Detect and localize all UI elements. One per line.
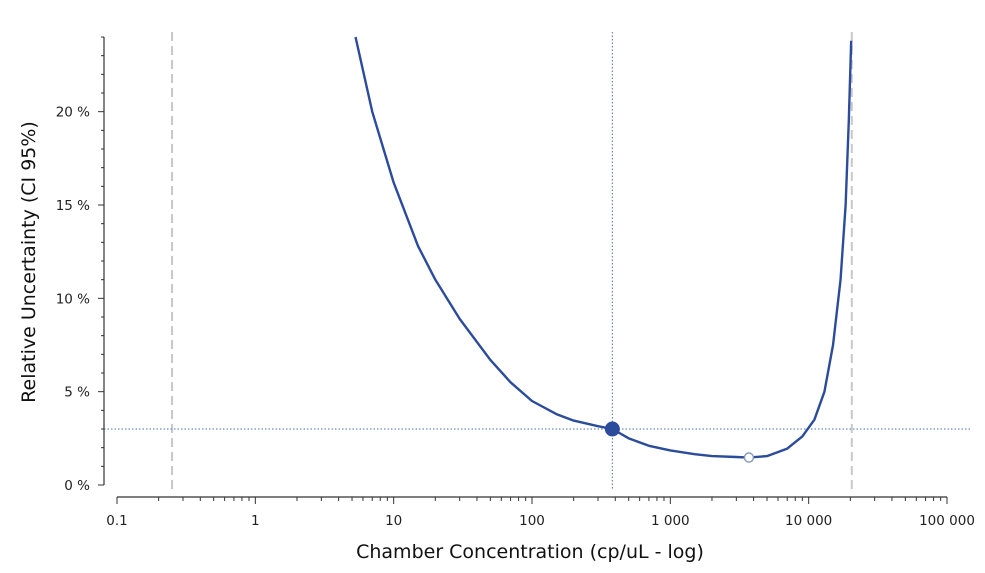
y-tick-label: 20 % — [56, 105, 90, 121]
x-tick-label: 100 — [519, 513, 545, 529]
x-tick-label: 0.1 — [106, 513, 127, 529]
y-axis-ticks: 0 % 5 % 10 % 15 % 20 % — [56, 36, 104, 494]
x-tick-label: 1 — [251, 513, 260, 529]
y-tick-label: 15 % — [56, 198, 90, 214]
series-layer — [354, 36, 853, 459]
y-tick-label: 5 % — [64, 385, 90, 401]
selected-point-marker[interactable] — [604, 421, 620, 437]
x-axis-title: Chamber Concentration (cp/uL - log) — [356, 541, 704, 563]
axes: 0 % 5 % 10 % 15 % 20 % 0.1 1 10 100 1 000 10 000 1… — [56, 36, 975, 529]
x-axis-ticks: 0.1 1 10 100 1 000 10 000 100 000 — [106, 497, 975, 529]
y-tick-label: 10 % — [56, 291, 90, 307]
x-tick-label: 100 000 — [919, 513, 975, 529]
optimum-point-marker — [743, 452, 755, 463]
uncertainty-curve — [354, 36, 853, 459]
x-tick-label: 1 000 — [651, 513, 690, 529]
reference-lines — [104, 32, 972, 490]
y-axis-title: Relative Uncertainty (CI 95%) — [18, 121, 40, 403]
x-tick-label: 10 — [385, 513, 402, 529]
y-tick-label: 0 % — [64, 478, 90, 494]
x-tick-label: 10 000 — [785, 513, 832, 529]
markers-layer — [604, 421, 755, 463]
